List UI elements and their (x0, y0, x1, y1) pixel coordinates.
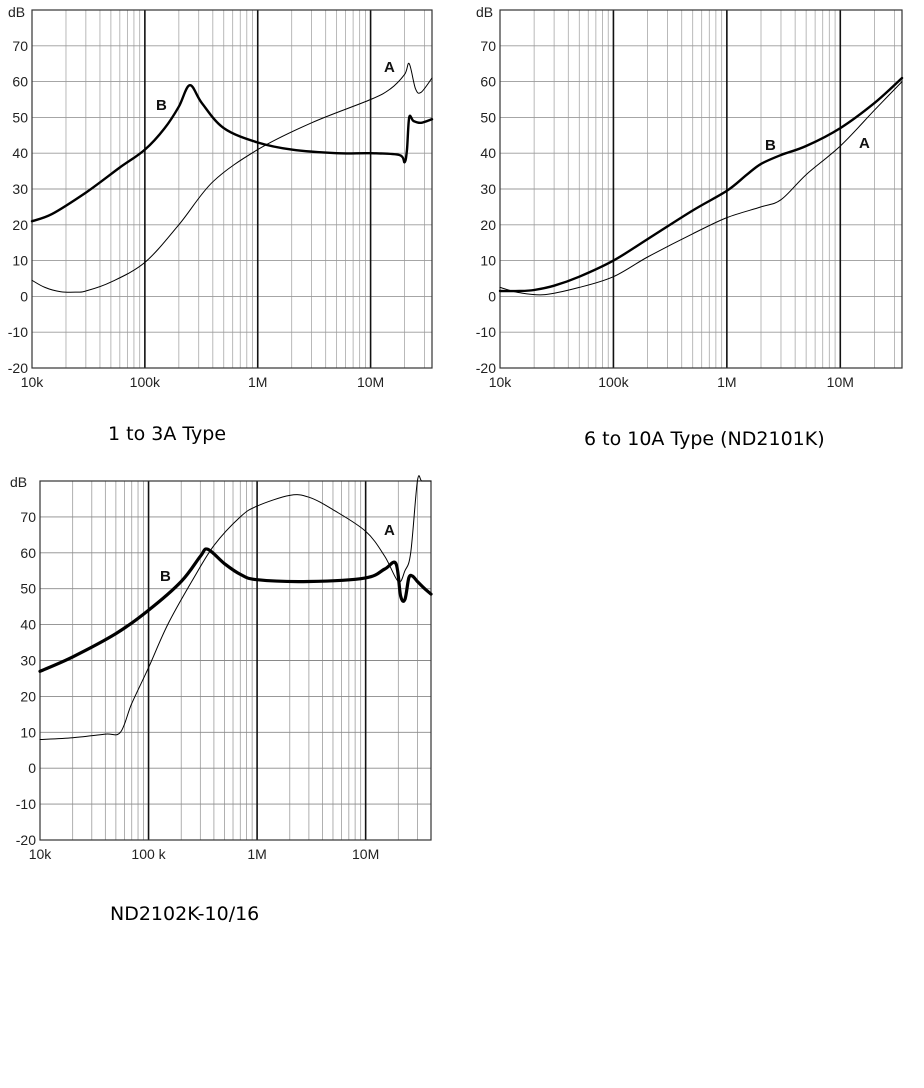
x-tick-label: 10M (827, 374, 854, 390)
series-a-line (31, 62, 433, 293)
x-tick-label: 10M (357, 374, 384, 390)
chart-svg-nd2101k: 70 60 50 40 30 20 10 0 -10 -20 dB 10k 100k 1M 10M A B (476, 4, 904, 390)
y-unit-label: dB (476, 4, 493, 20)
x-tick-label: 10k (489, 374, 513, 390)
y-tick-label: 70 (12, 38, 28, 54)
y-tick-label: -10 (476, 324, 496, 340)
y-tick-label: 50 (12, 109, 28, 125)
y-tick-label: -20 (8, 360, 28, 376)
y-tick-label: 70 (480, 38, 496, 54)
y-tick-label: 0 (20, 288, 28, 304)
x-tick-label: 1M (248, 374, 267, 390)
y-tick-label: 40 (20, 617, 36, 633)
attenuation-chart-nd2101k: 70 60 50 40 30 20 10 0 -10 -20 dB 10k 100k 1M 10M A B (462, 0, 924, 400)
y-tick-label: 20 (480, 217, 496, 233)
x-tick-label: 10k (21, 374, 45, 390)
series-a-line (499, 81, 903, 296)
y-tick-label: 60 (480, 74, 496, 90)
y-tick-label: 60 (20, 545, 36, 561)
y-tick-label: 60 (12, 74, 28, 90)
x-tick-label: 1M (247, 846, 266, 862)
curve-label-a: A (384, 59, 395, 76)
chart-svg-nd2102k: 70 60 50 40 30 20 10 0 -10 -20 dB 10k 100 k 1M 10M A B (10, 474, 433, 862)
curve-label-b: B (765, 137, 776, 154)
grid (32, 9, 432, 369)
plot-frame (31, 9, 433, 369)
series-b-line (498, 76, 904, 293)
y-tick-label: 0 (28, 760, 36, 776)
curve-label-a: A (384, 522, 395, 539)
chart-title-nd2101k: 6 to 10A Type (ND2101K) (584, 428, 825, 450)
y-tick-label: 10 (480, 253, 496, 269)
curve-label-b: B (160, 568, 171, 585)
y-tick-label: -20 (476, 360, 496, 376)
y-tick-label: 10 (12, 253, 28, 269)
y-tick-label: 30 (20, 653, 36, 669)
y-tick-label: -20 (16, 832, 36, 848)
curve-label-b: B (156, 97, 167, 114)
plot-frame (39, 480, 432, 841)
x-tick-label: 100k (598, 374, 629, 390)
x-tick-label: 1M (717, 374, 736, 390)
x-tick-label: 100 k (131, 846, 166, 862)
y-tick-label: 30 (12, 181, 28, 197)
y-tick-label: -10 (16, 796, 36, 812)
grid (500, 9, 902, 369)
y-tick-label: -10 (8, 324, 28, 340)
y-tick-label: 40 (480, 145, 496, 161)
y-tick-label: 40 (12, 145, 28, 161)
series-b-line (30, 84, 434, 223)
y-tick-label: 0 (488, 288, 496, 304)
curve-label-a: A (859, 135, 870, 152)
y-unit-label: dB (8, 4, 25, 20)
chart-svg-1-to-3a: 70 60 50 40 30 20 10 0 -10 -20 dB 10k 100k 1M 10M A B (8, 4, 434, 390)
attenuation-chart-nd2102k: 70 60 50 40 30 20 10 0 -10 -20 dB 10k 100 k 1M 10M A B (0, 470, 462, 870)
y-tick-label: 20 (12, 217, 28, 233)
chart-title-nd2102k: ND2102K-10/16 (110, 903, 260, 925)
attenuation-chart-1-to-3a: 70 60 50 40 30 20 10 0 -10 -20 dB 10k 100k 1M 10M A B (0, 0, 462, 400)
series-a-line (39, 475, 432, 740)
series-b-line (38, 547, 433, 673)
x-tick-label: 10M (352, 846, 379, 862)
y-tick-label: 20 (20, 688, 36, 704)
x-tick-label: 10k (29, 846, 53, 862)
y-tick-label: 50 (480, 109, 496, 125)
chart-title-1-to-3a: 1 to 3A Type (108, 423, 227, 445)
y-tick-label: 30 (480, 181, 496, 197)
y-tick-label: 10 (20, 724, 36, 740)
x-tick-label: 100k (130, 374, 161, 390)
grid (40, 480, 432, 841)
plot-frame (499, 9, 903, 369)
y-tick-label: 70 (20, 509, 36, 525)
y-unit-label: dB (10, 474, 27, 490)
y-tick-label: 50 (20, 581, 36, 597)
